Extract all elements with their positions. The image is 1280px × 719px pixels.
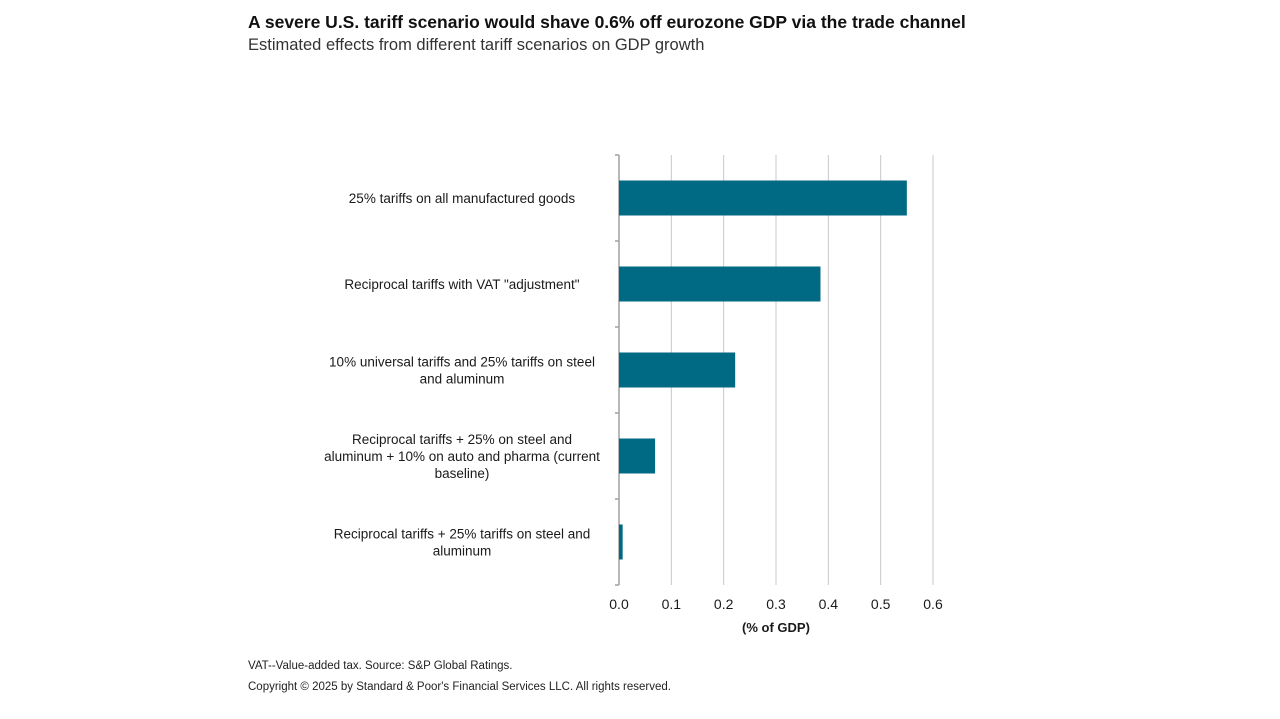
category-label: 25% tariffs on all manufactured goods	[349, 191, 576, 206]
x-tick-label: 0.1	[662, 596, 682, 612]
x-tick-label: 0.6	[923, 596, 943, 612]
copyright-note: Copyright © 2025 by Standard & Poor's Fi…	[248, 681, 671, 693]
bar	[619, 266, 821, 302]
bar	[619, 180, 907, 216]
x-tick-label: 0.4	[819, 596, 839, 612]
chart-subtitle: Estimated effects from different tariff …	[248, 36, 705, 54]
x-tick-label: 0.0	[609, 596, 629, 612]
bar	[619, 438, 656, 474]
bar	[619, 524, 623, 560]
category-label: Reciprocal tariffs + 25% tariffs on stee…	[334, 527, 591, 559]
bar	[619, 352, 736, 388]
x-tick-label: 0.2	[714, 596, 734, 612]
footnote: VAT--Value-added tax. Source: S&P Global…	[248, 660, 513, 672]
x-tick-label: 0.5	[871, 596, 891, 612]
bar-chart: 0.0 0.1 0.2 0.3 0.4 0.5 0.6 25% tariffs on all …	[324, 154, 943, 635]
category-label: Reciprocal tariffs with VAT "adjustment"	[344, 277, 579, 292]
x-tick-label: 0.3	[766, 596, 786, 612]
category-label: 10% universal tariffs and 25% tariffs on…	[329, 355, 595, 387]
chart-title: A severe U.S. tariff scenario would shav…	[248, 12, 966, 32]
x-axis-label: (% of GDP)	[742, 620, 810, 635]
category-label: Reciprocal tariffs + 25% on steel and alu…	[324, 432, 600, 481]
